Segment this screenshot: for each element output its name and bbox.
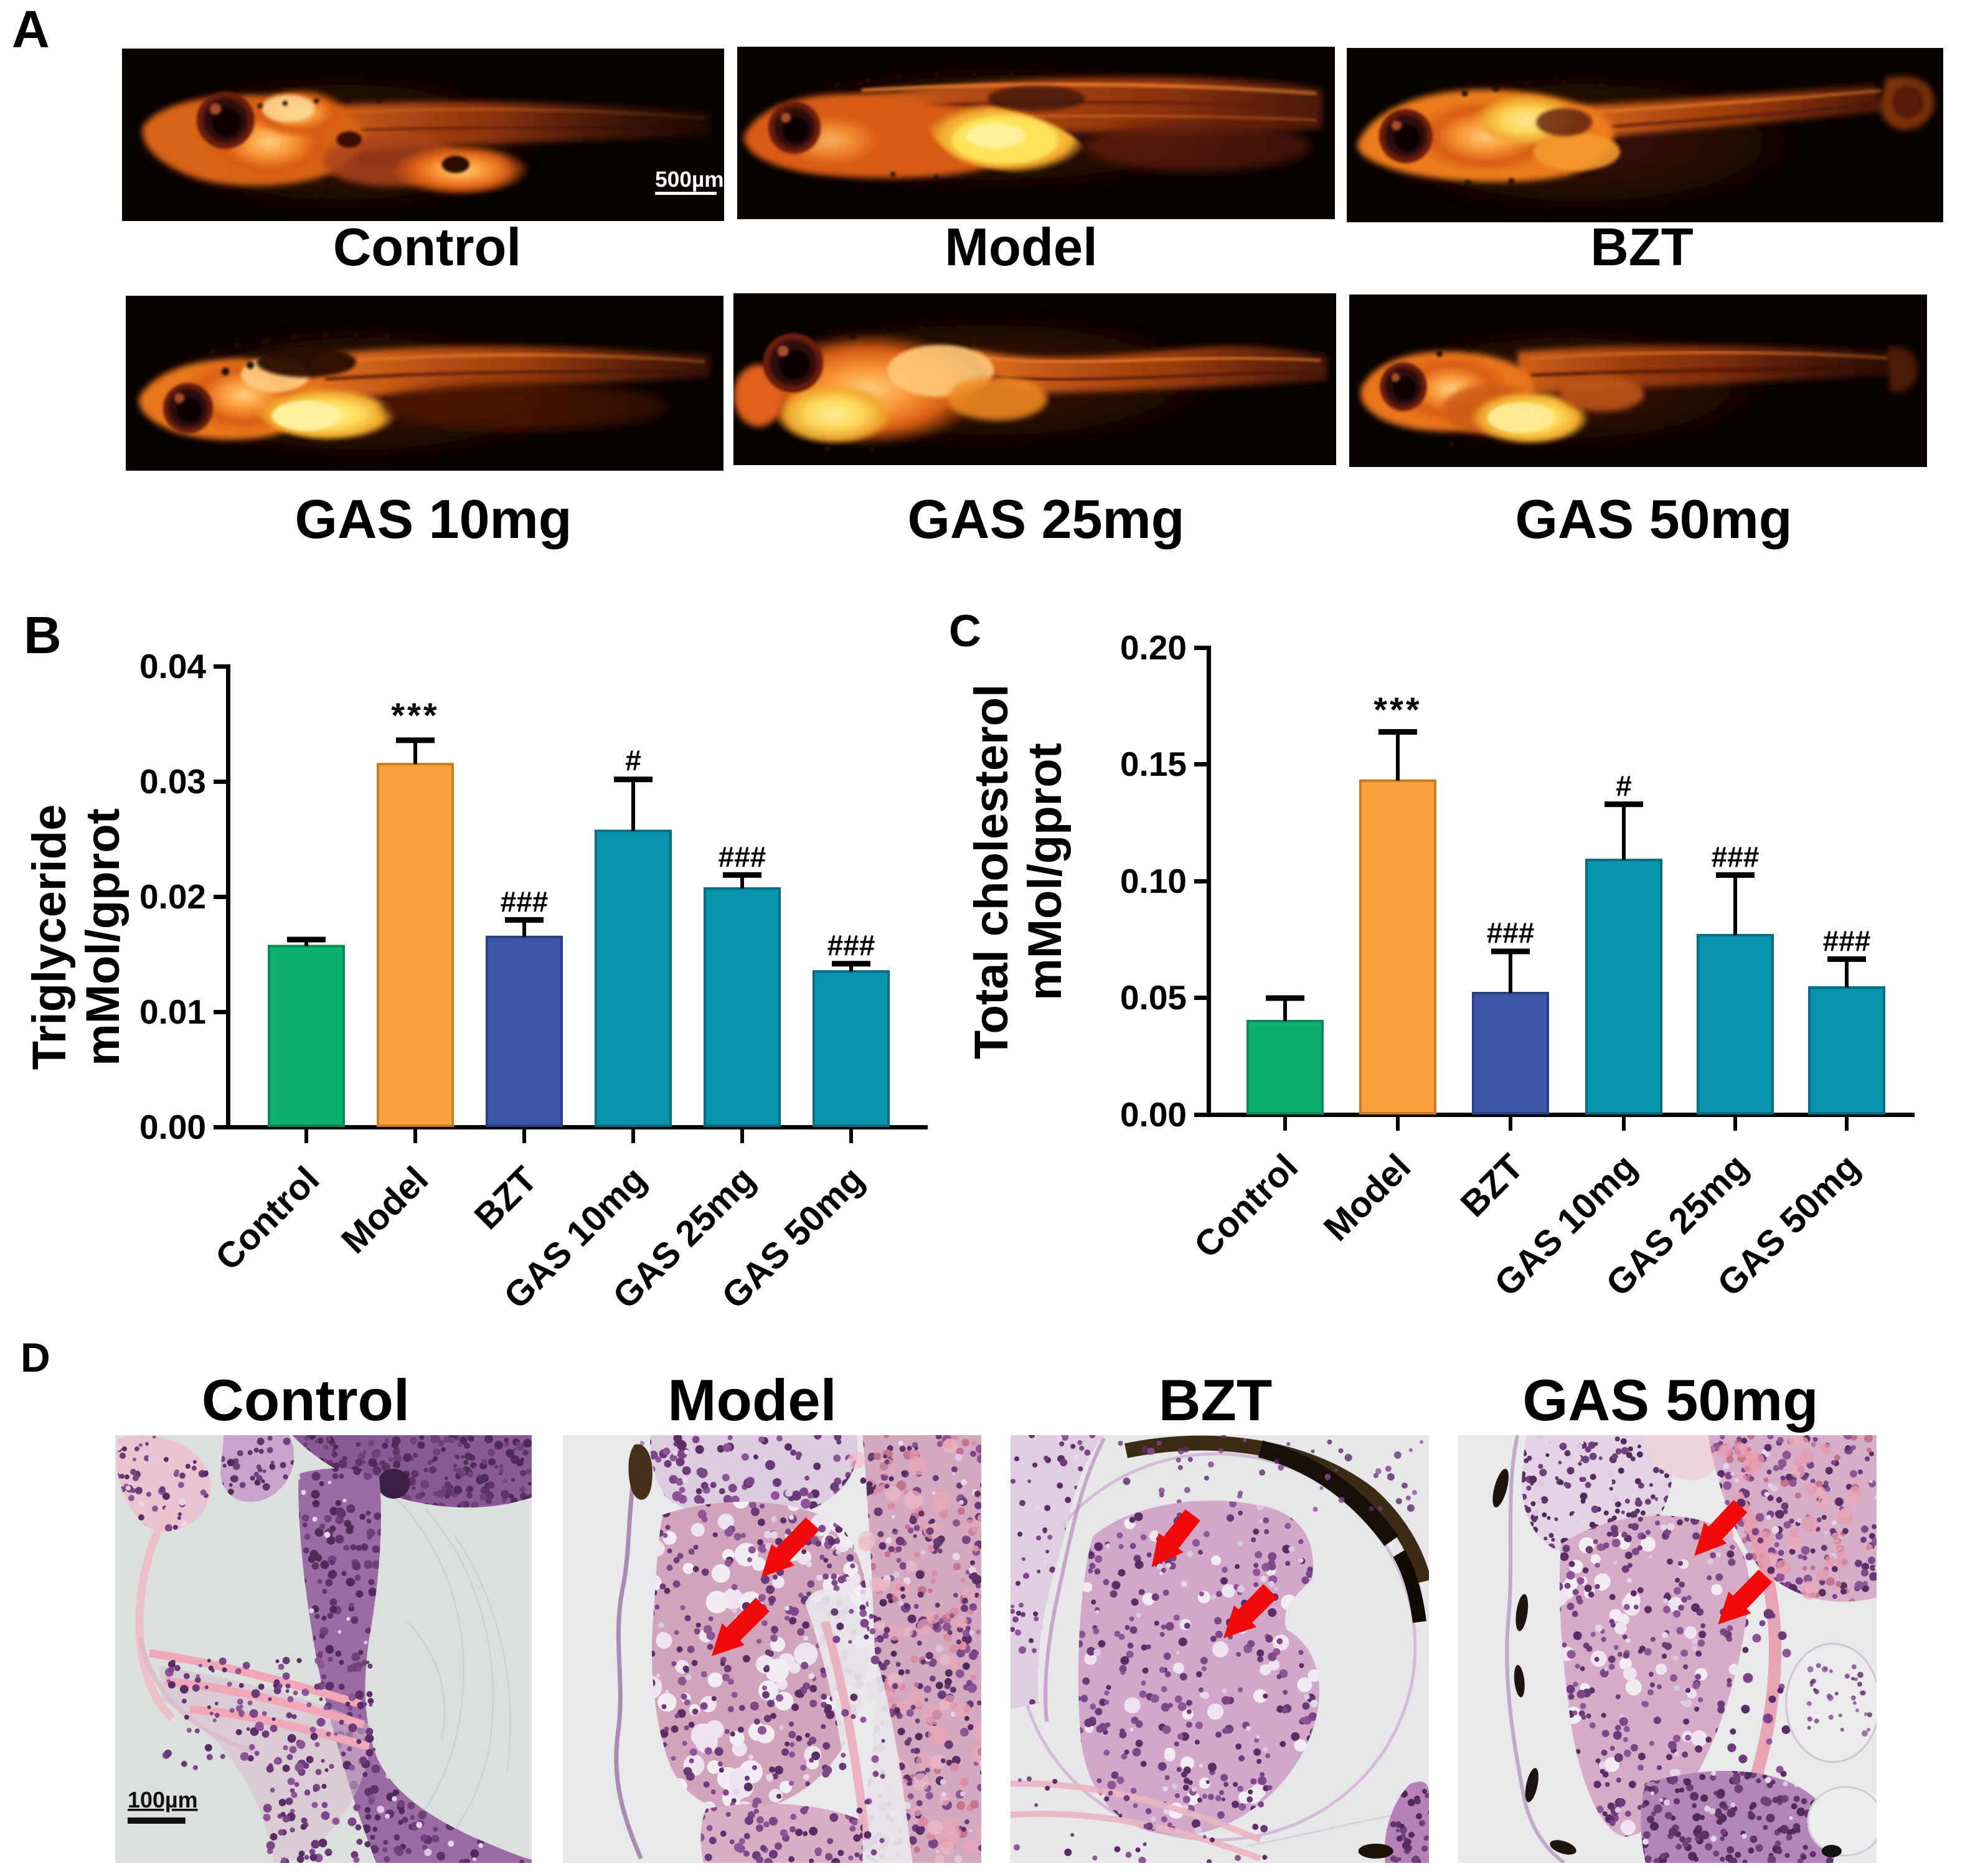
svg-text:0.00: 0.00	[1120, 1095, 1187, 1134]
svg-text:***: ***	[391, 695, 439, 735]
svg-text:0.05: 0.05	[1120, 978, 1187, 1017]
svg-text:BZT: BZT	[467, 1159, 545, 1237]
svg-text:mMol/gprot: mMol/gprot	[77, 808, 130, 1066]
svg-text:Model: Model	[334, 1159, 436, 1261]
svg-text:0.02: 0.02	[139, 877, 206, 916]
svg-text:###: ###	[719, 841, 766, 873]
svg-text:Model: Model	[1316, 1146, 1418, 1248]
svg-text:###: ###	[501, 885, 549, 918]
svg-text:###: ###	[1823, 925, 1871, 957]
svg-text:#: #	[1616, 770, 1632, 802]
svg-text:500µm: 500µm	[655, 167, 723, 192]
svg-text:Total cholesterol: Total cholesterol	[965, 684, 1018, 1059]
svg-text:C: C	[949, 606, 981, 656]
svg-text:0.20: 0.20	[1120, 628, 1187, 667]
svg-text:B: B	[24, 606, 62, 664]
svg-text:0.03: 0.03	[139, 762, 206, 801]
svg-text:#: #	[625, 744, 641, 776]
svg-text:###: ###	[1712, 841, 1760, 873]
svg-text:0.15: 0.15	[1120, 745, 1187, 783]
svg-text:0.01: 0.01	[139, 992, 206, 1031]
svg-text:0.10: 0.10	[1120, 862, 1187, 900]
svg-text:100µm: 100µm	[128, 1787, 198, 1812]
svg-text:0.04: 0.04	[139, 647, 206, 686]
svg-text:0.00: 0.00	[139, 1108, 206, 1146]
svg-text:***: ***	[1374, 690, 1421, 729]
svg-text:Control: Control	[207, 1159, 327, 1278]
svg-text:mMol/gprot: mMol/gprot	[1019, 743, 1072, 1001]
svg-text:###: ###	[1487, 917, 1535, 949]
svg-text:###: ###	[827, 929, 875, 961]
svg-text:BZT: BZT	[1453, 1146, 1532, 1225]
svg-text:Triglyceride: Triglyceride	[23, 804, 76, 1070]
svg-text:Control: Control	[1186, 1146, 1306, 1266]
